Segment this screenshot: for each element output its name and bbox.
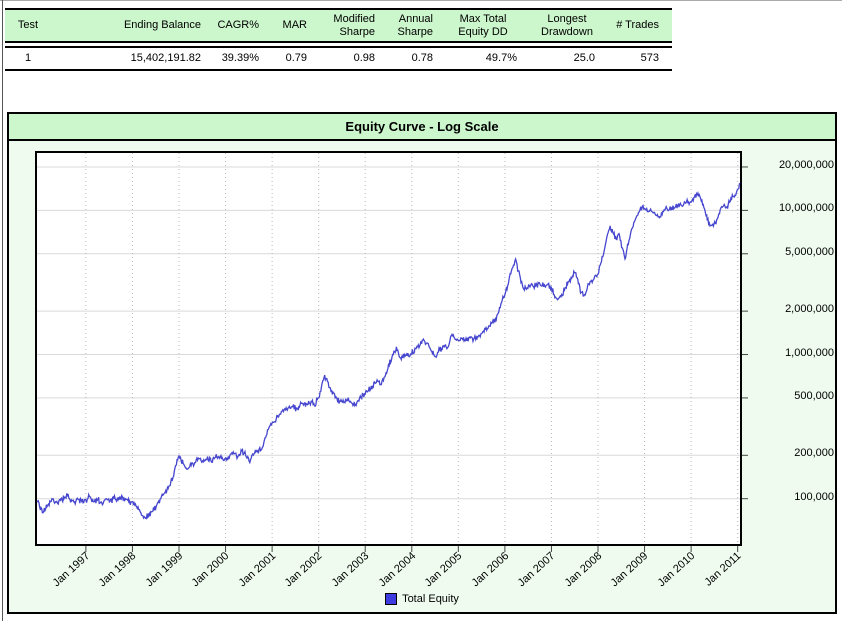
chart-legend: Total Equity — [9, 593, 835, 605]
cell-mar: 0.79 — [285, 52, 307, 64]
x-axis-label: Jan 2010 — [655, 550, 698, 590]
header-double-rule — [5, 43, 672, 48]
col-header-test: Test — [17, 19, 39, 31]
x-axis-label: Jan 1999 — [143, 550, 186, 590]
x-axis-label: Jan 2002 — [283, 550, 325, 590]
x-axis-labels: Jan 1997 Jan 1998 Jan 1999 Jan 2000 Jan 2001… — [35, 550, 743, 598]
results-table-header-row: Test Ending Balance CAGR% MAR Modified S… — [5, 10, 672, 43]
x-axis-label: Jan 2001 — [236, 550, 279, 590]
y-axis-label: 100,000 — [794, 490, 834, 503]
y-axis-label: 500,000 — [794, 389, 834, 402]
table-row: 1 15,402,191.82 39.39% 0.79 0.98 0.78 49… — [5, 48, 672, 69]
col-header-modified-sharpe: Modified Sharpe — [333, 12, 375, 38]
col-header-annual-sharpe: Annual Sharpe — [397, 12, 433, 38]
x-axis-label: Jan 2003 — [329, 550, 372, 590]
equity-curve-panel: Equity Curve - Log Scale 20,000,000 10,00… — [7, 112, 837, 614]
results-table: Test Ending Balance CAGR% MAR Modified S… — [5, 8, 672, 71]
x-axis-label: Jan 2007 — [515, 550, 558, 590]
total-equity-swatch-icon — [385, 593, 398, 605]
x-axis-label: Jan 1998 — [96, 550, 139, 590]
cell-cagr: 39.39% — [221, 52, 259, 64]
y-axis-label: 200,000 — [794, 447, 834, 460]
chart-body: 20,000,000 10,000,000 5,000,000 2,000,000 1,… — [9, 141, 835, 612]
cell-longest-drawdown: 25.0 — [573, 52, 595, 64]
x-axis-label: Jan 2011 — [702, 550, 744, 589]
cell-test: 1 — [24, 52, 32, 64]
x-axis-label: Jan 2004 — [376, 550, 418, 590]
y-axis-label: 5,000,000 — [785, 245, 834, 258]
chart-title: Equity Curve - Log Scale — [9, 114, 835, 141]
cell-modified-sharpe: 0.98 — [353, 52, 375, 64]
window-top-edge — [0, 0, 842, 1]
x-axis-label: Jan 2005 — [422, 550, 465, 590]
x-axis-label: Jan 2009 — [608, 550, 651, 590]
col-header-mar: MAR — [282, 19, 307, 31]
plot-area — [35, 151, 748, 552]
col-header-ending-balance: Ending Balance — [123, 19, 201, 31]
total-equity-line — [36, 182, 741, 520]
y-axis-labels: 20,000,000 10,000,000 5,000,000 2,000,000 1,… — [746, 151, 834, 542]
window-left-edge — [2, 0, 3, 621]
col-header-longest-drawdown: Longest Drawdown — [541, 12, 593, 38]
legend-label: Total Equity — [402, 593, 459, 605]
x-axis-label: Jan 1997 — [50, 550, 92, 590]
cell-annual-sharpe: 0.78 — [411, 52, 433, 64]
x-axis-label: Jan 2008 — [562, 550, 605, 590]
y-axis-label: 10,000,000 — [778, 202, 834, 215]
y-axis-label: 20,000,000 — [778, 158, 834, 171]
y-axis-label: 2,000,000 — [785, 303, 834, 316]
col-header-cagr: CAGR% — [217, 19, 259, 31]
cell-num-trades: 573 — [640, 52, 659, 64]
x-axis-label: Jan 2000 — [189, 550, 232, 590]
x-axis-label: Jan 2006 — [469, 550, 511, 590]
y-axis-label: 1,000,000 — [785, 346, 834, 359]
cell-ending-balance: 15,402,191.82 — [130, 52, 201, 64]
cell-max-total-equity-dd: 49.7% — [485, 52, 517, 64]
col-header-max-total-equity-dd: Max Total Equity DD — [458, 12, 508, 38]
col-header-num-trades: # Trades — [616, 19, 659, 31]
